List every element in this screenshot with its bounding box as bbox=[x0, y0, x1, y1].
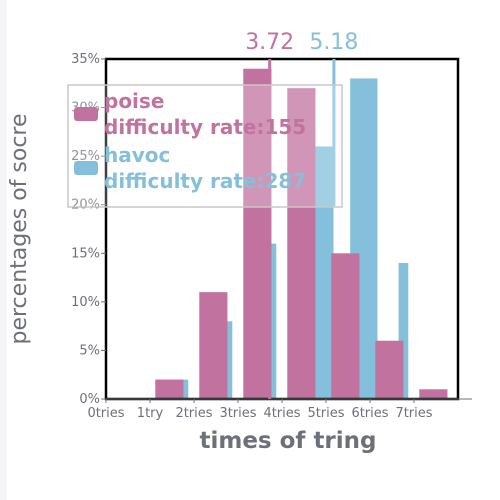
bar-poise-7tries bbox=[419, 389, 448, 399]
y-tick-label: 0% bbox=[79, 392, 100, 407]
x-tick-label: 4tries bbox=[263, 406, 300, 421]
legend-swatch-poise bbox=[74, 107, 98, 121]
legend: poise difficulty rate:155 havoc difficul… bbox=[67, 84, 343, 208]
bars-layer bbox=[155, 68, 448, 400]
legend-swatch-havoc bbox=[74, 161, 98, 175]
mean-lines-layer: 3.72 5.18 bbox=[245, 30, 358, 399]
bar-poise-6tries bbox=[375, 340, 404, 399]
legend-sublabel-poise: difficulty rate:155 bbox=[104, 115, 306, 139]
bar-poise-2tries bbox=[199, 292, 228, 399]
y-tick-label: 20% bbox=[71, 198, 100, 213]
legend-label-havoc: havoc bbox=[104, 143, 170, 167]
mean-label-3.72: 3.72 bbox=[245, 30, 294, 55]
right-page-edge bbox=[492, 0, 500, 500]
x-tick-label: 7tries bbox=[395, 406, 432, 421]
x-tick-label: 3tries bbox=[219, 406, 256, 421]
x-tick-label: 5tries bbox=[307, 406, 344, 421]
mean-label-5.18: 5.18 bbox=[309, 30, 358, 55]
legend-label-poise: poise bbox=[104, 89, 164, 113]
ticks-layer: 0%5%10%15%20%25%30%35%0tries1try2tries3t… bbox=[71, 52, 433, 421]
bar-poise-4tries bbox=[287, 88, 316, 400]
legend-sublabel-havoc: difficulty rate:287 bbox=[104, 169, 306, 193]
bar-havoc-6tries bbox=[398, 263, 409, 399]
y-tick-label: 5% bbox=[79, 343, 100, 358]
y-axis-title: percentages of socre bbox=[7, 113, 32, 344]
bar-poise-1try bbox=[155, 379, 184, 399]
bar-poise-3tries bbox=[243, 68, 272, 399]
x-axis-title: times of tring bbox=[199, 428, 376, 454]
x-tick-label: 6tries bbox=[351, 406, 388, 421]
y-tick-label: 35% bbox=[71, 52, 100, 67]
x-tick-label: 1try bbox=[137, 406, 164, 421]
left-margin-strip bbox=[0, 0, 7, 500]
x-tick-label: 0tries bbox=[87, 406, 124, 421]
x-tick-label: 2tries bbox=[175, 406, 212, 421]
y-tick-label: 25% bbox=[71, 149, 100, 164]
y-tick-label: 15% bbox=[71, 246, 100, 261]
y-tick-label: 10% bbox=[71, 295, 100, 310]
bar-poise-5tries bbox=[331, 253, 360, 399]
legend-box bbox=[67, 84, 343, 208]
